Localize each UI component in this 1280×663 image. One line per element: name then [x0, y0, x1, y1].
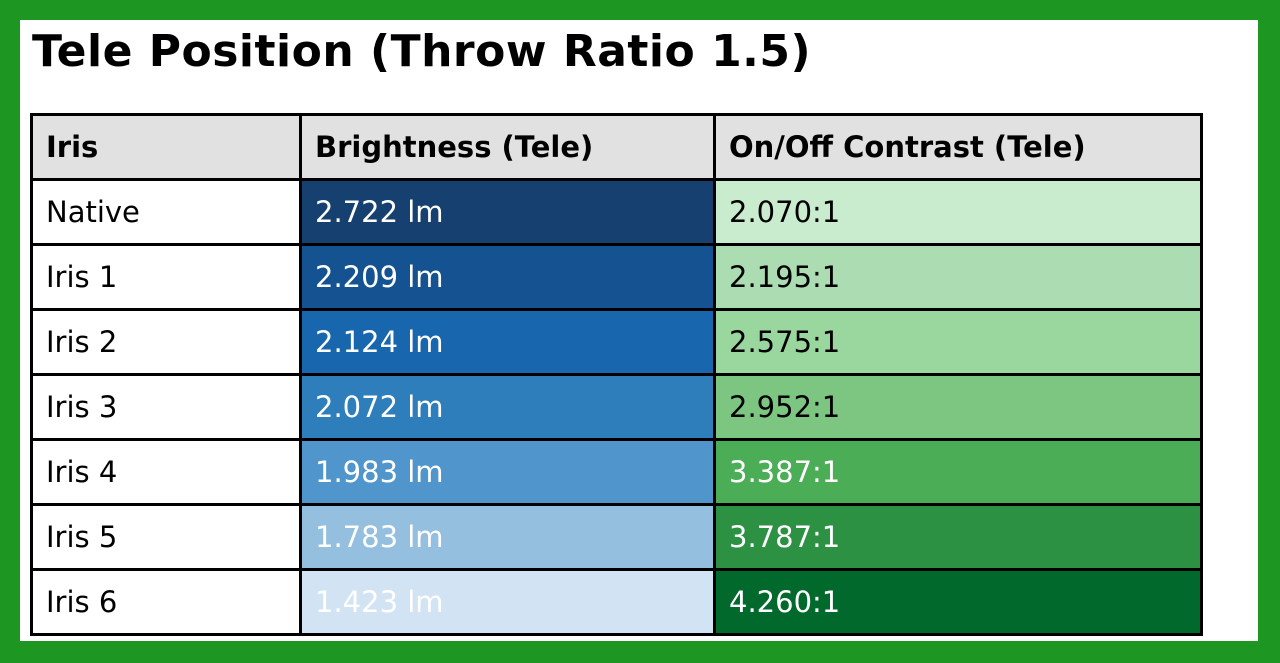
table-row: Iris 2 2.124 lm 2.575:1 — [30, 308, 1203, 376]
brightness-cell: 1.983 lm — [299, 438, 716, 506]
table-row: Iris 4 1.983 lm 3.387:1 — [30, 438, 1203, 506]
contrast-cell: 3.787:1 — [713, 503, 1203, 571]
iris-cell: Iris 5 — [30, 503, 302, 571]
brightness-cell: 2.072 lm — [299, 373, 716, 441]
contrast-cell: 2.575:1 — [713, 308, 1203, 376]
iris-cell: Native — [30, 178, 302, 246]
column-header-iris: Iris — [30, 113, 302, 181]
iris-cell: Iris 2 — [30, 308, 302, 376]
table-header-row: Iris Brightness (Tele) On/Off Contrast (… — [30, 113, 1203, 181]
table-row: Iris 3 2.072 lm 2.952:1 — [30, 373, 1203, 441]
brightness-cell: 2.124 lm — [299, 308, 716, 376]
iris-cell: Iris 3 — [30, 373, 302, 441]
brightness-cell: 1.783 lm — [299, 503, 716, 571]
contrast-cell: 3.387:1 — [713, 438, 1203, 506]
iris-cell: Iris 1 — [30, 243, 302, 311]
column-header-contrast: On/Off Contrast (Tele) — [713, 113, 1203, 181]
contrast-cell: 2.070:1 — [713, 178, 1203, 246]
brightness-cell: 2.209 lm — [299, 243, 716, 311]
table-row: Native 2.722 lm 2.070:1 — [30, 178, 1203, 246]
brightness-cell: 2.722 lm — [299, 178, 716, 246]
table-row: Iris 1 2.209 lm 2.195:1 — [30, 243, 1203, 311]
brightness-cell: 1.423 lm — [299, 568, 716, 636]
contrast-cell: 2.195:1 — [713, 243, 1203, 311]
iris-performance-table: Iris Brightness (Tele) On/Off Contrast (… — [30, 113, 1203, 636]
contrast-cell: 4.260:1 — [713, 568, 1203, 636]
column-header-brightness: Brightness (Tele) — [299, 113, 716, 181]
table-row: Iris 5 1.783 lm 3.787:1 — [30, 503, 1203, 571]
page-content: Tele Position (Throw Ratio 1.5) Iris Bri… — [20, 20, 1258, 641]
iris-cell: Iris 6 — [30, 568, 302, 636]
contrast-cell: 2.952:1 — [713, 373, 1203, 441]
iris-cell: Iris 4 — [30, 438, 302, 506]
table-row: Iris 6 1.423 lm 4.260:1 — [30, 568, 1203, 636]
page-title: Tele Position (Throw Ratio 1.5) — [32, 26, 812, 77]
